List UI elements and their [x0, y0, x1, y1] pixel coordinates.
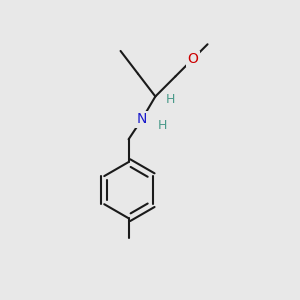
Text: H: H: [166, 93, 176, 106]
Text: O: O: [188, 52, 198, 66]
Text: N: N: [137, 112, 147, 126]
Text: H: H: [158, 119, 167, 132]
